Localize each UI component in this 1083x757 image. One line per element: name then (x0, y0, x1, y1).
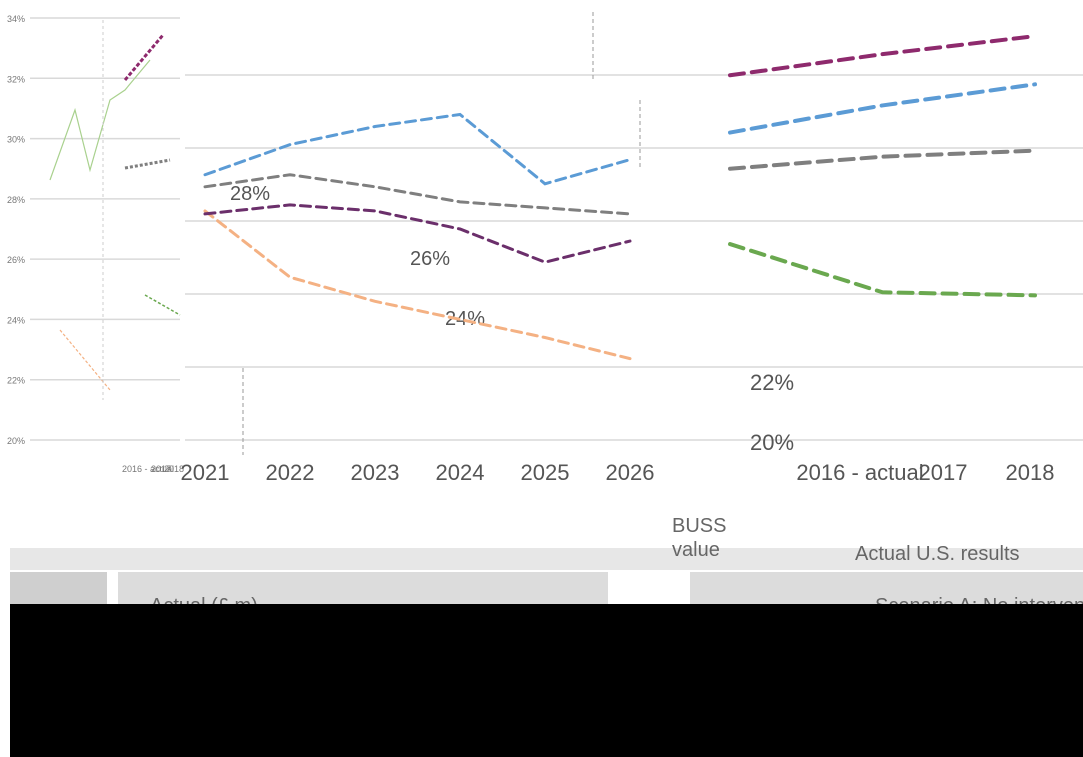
x-tick-label: 2022 (266, 460, 315, 485)
x-tick-label: 2024 (436, 460, 485, 485)
y-tick-label: 22% (7, 376, 25, 386)
y-tick-label: 22% (750, 370, 794, 395)
main-panel-y-ticks: 28%26%24% (230, 183, 485, 330)
main-panel-lines (203, 112, 632, 361)
left-series-line (124, 158, 171, 170)
x-tick-label: 2017 (919, 460, 968, 485)
y-tick-label: 20% (7, 436, 25, 446)
x-tick-label: 2026 (606, 460, 655, 485)
left-panel: 34% 32% 30% 28% 26% 24% 22% 20% 2016 - actual20… (7, 14, 184, 474)
left-series-line (49, 59, 151, 181)
legend-box-right (690, 572, 1083, 604)
x-tick-label: 2016 - actual (122, 464, 174, 474)
legend-band (10, 548, 1083, 570)
legend-box-mid (118, 572, 608, 604)
y-tick-label: 28% (230, 183, 270, 205)
series-line (728, 242, 1037, 298)
redacted-region (10, 604, 1083, 757)
series-line (728, 34, 1037, 78)
series-line (203, 173, 632, 216)
left-panel-gridlines (30, 17, 180, 441)
y-tick-label: 28% (7, 195, 25, 205)
right-panel-lines (728, 34, 1037, 298)
y-tick-label: 30% (7, 135, 25, 145)
y-tick-label: 26% (7, 255, 25, 265)
legend-entry-mid: Actual U.S. results (855, 543, 1020, 565)
right-panel-y-ticks: 22% 20% (750, 370, 794, 455)
y-tick-label: 24% (7, 315, 25, 325)
series-line (203, 112, 632, 186)
left-panel-y-ticks: 34% 32% 30% 28% 26% 24% 22% 20% (7, 14, 25, 446)
x-tick-label: 2016 - actual (796, 460, 923, 485)
main-panel-x-ticks: 2021 2022 2023 2024 2025 2026 (181, 460, 655, 485)
series-line (203, 203, 632, 264)
main-panel-gridlines (185, 74, 1083, 441)
series-line (728, 148, 1037, 171)
x-tick-label: 2018 (164, 464, 184, 474)
y-tick-label: 20% (750, 430, 794, 455)
left-panel-lines (49, 20, 181, 400)
main-panel: 28%26%24% 2021 2022 2023 2024 2025 2026 (181, 12, 1083, 485)
legend-box-left (10, 572, 107, 604)
legend-value-label: value (672, 539, 720, 561)
x-tick-label: 2017 (151, 464, 171, 474)
x-tick-label: 2021 (181, 460, 230, 485)
x-tick-label: 2023 (351, 460, 400, 485)
series-line (728, 82, 1037, 135)
left-series-line (123, 34, 165, 81)
left-series-line (59, 329, 111, 391)
y-tick-label: 34% (7, 14, 25, 24)
left-series-line (144, 294, 181, 316)
legend-buss-label: BUSS (672, 515, 726, 537)
x-tick-label: 2018 (1006, 460, 1055, 485)
series-line (203, 209, 632, 361)
y-tick-label: 32% (7, 74, 25, 84)
x-tick-label: 2025 (521, 460, 570, 485)
legend: BUSS value Actual (£ m) Actual U.S. resu… (10, 515, 1083, 617)
y-tick-label: 26% (410, 248, 450, 270)
